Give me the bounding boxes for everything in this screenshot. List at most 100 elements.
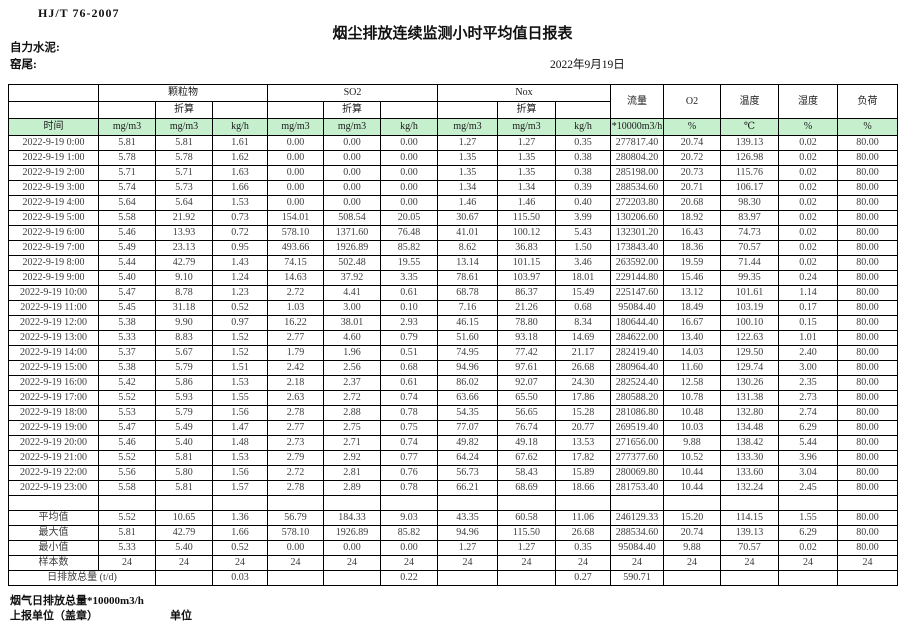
value-cell: 70.57	[720, 240, 779, 256]
value-cell: 1.56	[212, 405, 268, 421]
value-cell	[323, 570, 381, 586]
value-cell: 95084.40	[610, 540, 664, 556]
column-header: 湿度	[778, 84, 838, 119]
value-cell: 5.64	[98, 195, 156, 211]
value-cell: 5.38	[98, 360, 156, 376]
value-cell: 20.71	[663, 180, 721, 196]
value-cell: 20.72	[663, 150, 721, 166]
blank-cell	[323, 495, 381, 511]
data-row: 2022-9-19 10:00 5.47 8.78 1.23 2.72 4.41 0.61 6…	[8, 285, 898, 301]
time-cell: 2022-9-19 1:00	[8, 150, 99, 166]
value-cell: 1.62	[212, 150, 268, 166]
value-cell: 130.26	[720, 375, 779, 391]
value-cell: 65.50	[497, 390, 556, 406]
value-cell: 93.18	[497, 330, 556, 346]
value-cell: 2.81	[323, 465, 381, 481]
value-cell: 0.02	[778, 150, 838, 166]
value-cell: 76.74	[497, 420, 556, 436]
value-cell: 58.43	[497, 465, 556, 481]
value-cell: 3.00	[778, 360, 838, 376]
value-cell: 5.81	[155, 450, 213, 466]
value-cell: 24	[610, 555, 664, 571]
value-cell: 5.47	[98, 420, 156, 436]
value-cell: 0.02	[778, 210, 838, 226]
value-cell: 5.73	[155, 180, 213, 196]
data-row: 2022-9-19 6:00 5.46 13.93 0.72 578.10 1371.60…	[8, 225, 898, 241]
value-cell: 38.01	[323, 315, 381, 331]
value-cell: 68.69	[497, 480, 556, 496]
value-cell: 2.72	[267, 285, 324, 301]
unit-header: kg/h	[212, 118, 268, 136]
blank-cell	[837, 495, 898, 511]
value-cell: 77.07	[437, 420, 498, 436]
value-cell: 10.65	[155, 510, 213, 526]
value-cell: 0.22	[380, 570, 438, 586]
value-cell: 14.69	[555, 330, 611, 346]
unit-header: mg/m3	[155, 118, 213, 136]
value-cell: 20.73	[663, 165, 721, 181]
value-cell: 100.12	[497, 225, 556, 241]
value-cell: 0.52	[212, 540, 268, 556]
value-cell: 0.02	[778, 225, 838, 241]
data-row: 2022-9-19 14:00 5.37 5.67 1.52 1.79 1.96 0.51 7…	[8, 345, 898, 361]
value-cell: 12.58	[663, 375, 721, 391]
value-cell: 2.73	[778, 390, 838, 406]
value-cell: 0.35	[555, 135, 611, 151]
value-cell: 1.52	[212, 330, 268, 346]
blank-cell	[663, 495, 721, 511]
value-cell: 24	[323, 555, 381, 571]
value-cell: 18.49	[663, 300, 721, 316]
value-cell: 0.76	[380, 465, 438, 481]
data-row: 2022-9-19 2:00 5.71 5.71 1.63 0.00 0.00 0.00 1.…	[8, 165, 898, 181]
value-cell: 5.38	[98, 315, 156, 331]
blank-cell	[555, 495, 611, 511]
value-cell: 0.77	[380, 450, 438, 466]
converted-header: 折算	[497, 101, 556, 119]
value-cell: 10.52	[663, 450, 721, 466]
value-cell: 2.35	[778, 375, 838, 391]
time-cell: 2022-9-19 22:00	[8, 465, 99, 481]
value-cell: 0.74	[380, 435, 438, 451]
value-cell: 46.15	[437, 315, 498, 331]
value-cell: 80.00	[837, 390, 898, 406]
time-cell: 2022-9-19 12:00	[8, 315, 99, 331]
value-cell: 1.43	[212, 255, 268, 271]
value-cell: 42.79	[155, 525, 213, 541]
time-cell: 2022-9-19 15:00	[8, 360, 99, 376]
value-cell: 5.64	[155, 195, 213, 211]
value-cell: 80.00	[837, 465, 898, 481]
data-row: 2022-9-19 5:00 5.58 21.92 0.73 154.01 508.54 2…	[8, 210, 898, 226]
value-cell: 18.92	[663, 210, 721, 226]
value-cell: 86.37	[497, 285, 556, 301]
value-cell: 1.46	[497, 195, 556, 211]
unit-header: *10000m3/h	[610, 118, 664, 136]
value-cell: 0.74	[380, 390, 438, 406]
value-cell: 80.00	[837, 510, 898, 526]
value-cell: 106.17	[720, 180, 779, 196]
time-cell: 2022-9-19 10:00	[8, 285, 99, 301]
data-row: 2022-9-19 11:00 5.45 31.18 0.52 1.03 3.00 0.10…	[8, 300, 898, 316]
value-cell: 1.35	[497, 150, 556, 166]
value-cell: 100.10	[720, 315, 779, 331]
value-cell: 49.82	[437, 435, 498, 451]
value-cell: 284622.00	[610, 330, 664, 346]
value-cell: 9.90	[155, 315, 213, 331]
spacer-row	[8, 495, 898, 511]
time-cell: 2022-9-19 20:00	[8, 435, 99, 451]
pollutant-group-header: Nox	[437, 84, 611, 102]
unit-header: kg/h	[380, 118, 438, 136]
value-cell: 13.93	[155, 225, 213, 241]
value-cell: 92.07	[497, 375, 556, 391]
value-cell: 19.55	[380, 255, 438, 271]
value-cell: 5.86	[155, 375, 213, 391]
value-cell: 99.35	[720, 270, 779, 286]
value-cell: 16.22	[267, 315, 324, 331]
value-cell: 80.00	[837, 255, 898, 271]
blank-cell	[380, 495, 438, 511]
value-cell: 2.93	[380, 315, 438, 331]
value-cell: 114.15	[720, 510, 779, 526]
blank-cell	[437, 101, 498, 119]
value-cell: 80.00	[837, 300, 898, 316]
value-cell: 0.10	[380, 300, 438, 316]
value-cell: 1.46	[437, 195, 498, 211]
